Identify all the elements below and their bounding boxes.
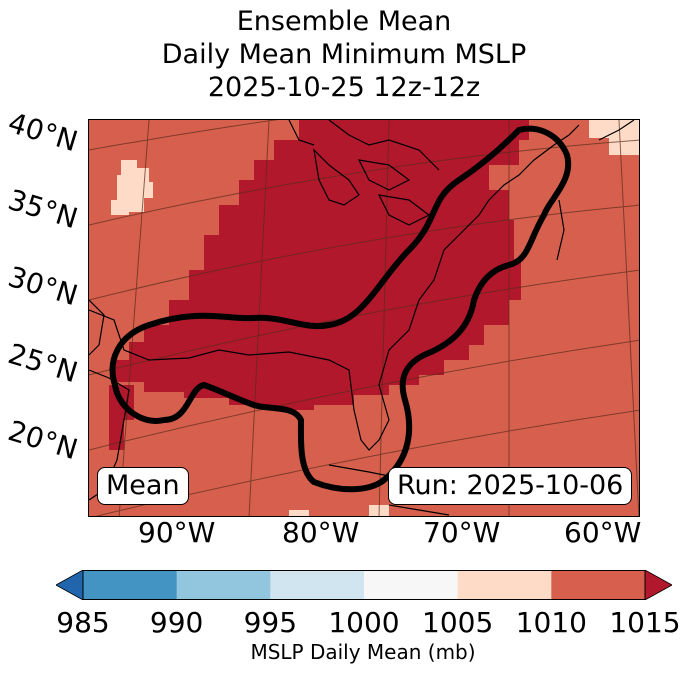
low-pressure-patch-northeast xyxy=(589,120,639,155)
lon-label-60w: 60°W xyxy=(564,516,642,549)
lat-label-40n: 40°N xyxy=(4,106,82,159)
lat-label-25n: 25°N xyxy=(4,337,82,390)
lat-label-30n: 30°N xyxy=(4,260,82,313)
colorbar-label: MSLP Daily Mean (mb) xyxy=(250,640,476,664)
colorbar-extend-high xyxy=(644,570,672,600)
title-line-2: Daily Mean Minimum MSLP xyxy=(161,39,527,70)
run-date-label: Run: 2025-10-06 xyxy=(388,467,633,505)
colorbar-tick-label: 985 xyxy=(56,606,110,639)
graticule xyxy=(89,120,639,516)
colorbar-border xyxy=(82,570,646,600)
colorbar-tick-label: 1015 xyxy=(609,606,681,639)
map-canvas xyxy=(89,120,639,516)
colorbar-segment xyxy=(270,570,365,600)
mean-label: Mean xyxy=(97,467,189,505)
colorbar-segment xyxy=(457,570,552,600)
colorbar-segment xyxy=(551,570,646,600)
lon-label-90w: 90°W xyxy=(138,516,216,549)
title-line-1: Ensemble Mean xyxy=(236,6,452,37)
colorbar-tick-label: 990 xyxy=(149,606,204,639)
colorbar-tick-label: 1000 xyxy=(328,606,400,639)
title-line-3: 2025-10-25 12z-12z xyxy=(207,72,481,103)
colorbar-segment xyxy=(176,570,271,600)
high-pressure-region xyxy=(114,120,529,410)
colorbar xyxy=(56,570,672,600)
colorbar-tick-label: 1010 xyxy=(515,606,587,639)
colorbar-tick-label: 995 xyxy=(243,606,298,639)
lat-label-35n: 35°N xyxy=(4,183,82,236)
lon-label-70w: 70°W xyxy=(423,516,501,549)
colorbar-tick-label: 1005 xyxy=(422,606,494,639)
colorbar-extend-low xyxy=(56,570,84,600)
lon-label-80w: 80°W xyxy=(282,516,360,549)
contour-outline xyxy=(109,125,572,493)
colorbar-segment xyxy=(364,570,459,600)
map-panel xyxy=(88,119,640,517)
lat-label-20n: 20°N xyxy=(4,414,82,467)
colorbar-segment xyxy=(83,570,178,600)
low-pressure-patch-west xyxy=(111,160,153,215)
